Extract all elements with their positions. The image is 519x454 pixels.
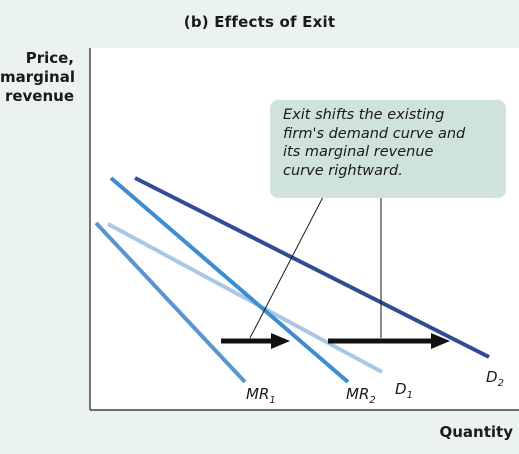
d1-curve (107, 222, 383, 374)
y-axis-label-line-3: revenue (4, 87, 74, 105)
mr1-curve (94, 221, 247, 384)
callout-leader-left (249, 196, 324, 339)
y-axis-label: Price, marginal revenue (0, 49, 75, 106)
annotation-line-1: Exit shifts the existing (283, 107, 445, 123)
annotation-line-2: firm's demand curve and (283, 125, 466, 142)
annotation-line-3: its marginal revenue (283, 144, 434, 160)
mr1-label: MR1 (246, 385, 276, 406)
x-axis-label: Quantity (439, 423, 514, 441)
annotation-line-4: curve rightward. (283, 162, 403, 179)
y-axis-label-line-1: Price, (25, 49, 74, 67)
d1-label: D1 (395, 380, 413, 401)
annotation-callout: Exit shifts the existing firm's demand c… (270, 100, 506, 198)
shift-arrow-right (328, 333, 450, 349)
d2-label: D2 (486, 368, 504, 389)
shift-arrow-left (221, 333, 290, 349)
y-axis-label-line-2: marginal (0, 68, 75, 86)
mr2-curve (109, 176, 350, 384)
mr2-label: MR2 (346, 385, 376, 406)
d2-curve (134, 176, 490, 359)
panel-title: (b) Effects of Exit (183, 13, 336, 31)
